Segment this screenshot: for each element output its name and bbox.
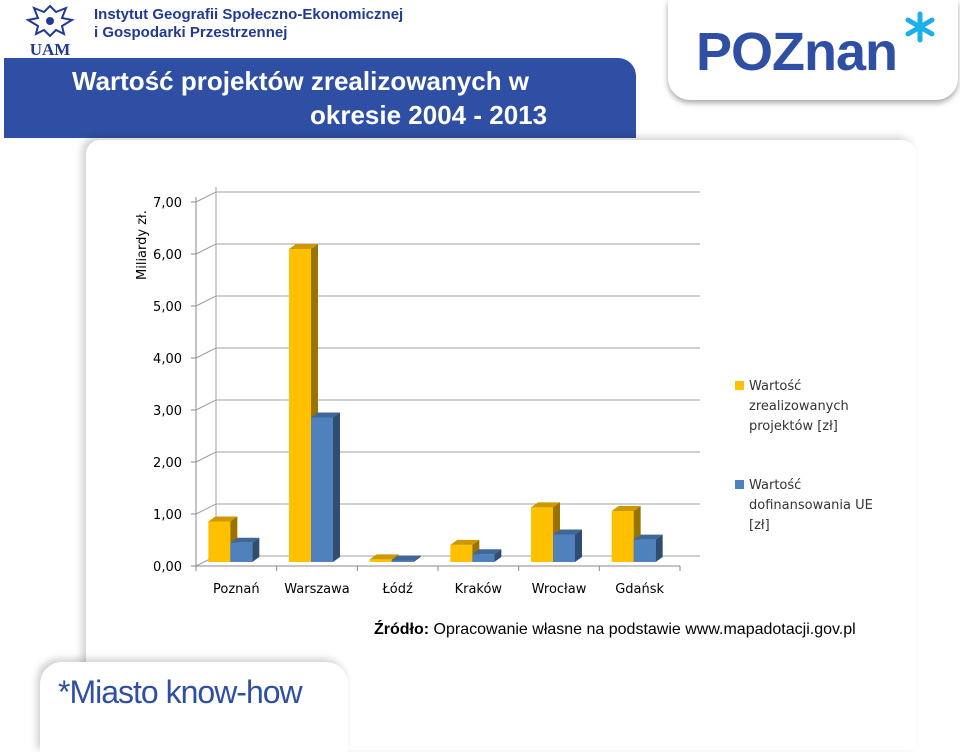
bar-top xyxy=(391,555,421,561)
bar-front xyxy=(531,507,553,562)
y-tick-label: 6,00 xyxy=(153,248,182,263)
institute-line-1: Instytut Geografii Społeczno-Ekonomiczne… xyxy=(94,6,404,23)
gridline-depth xyxy=(195,503,217,515)
uam-logo: UAM xyxy=(25,4,75,58)
bar-top xyxy=(553,529,582,535)
y-tick-label: 1,00 xyxy=(153,508,182,523)
gridline-depth xyxy=(195,191,217,203)
legend-label: Wartość xyxy=(749,478,801,493)
bar-top xyxy=(531,502,560,508)
gridline-depth xyxy=(195,243,217,255)
bar-top xyxy=(472,549,502,555)
y-tick-label: 5,00 xyxy=(153,300,182,315)
y-tick-label: 3,00 xyxy=(153,404,182,419)
bar-front xyxy=(369,559,392,562)
legend-label: [zł] xyxy=(749,518,770,533)
bar-front xyxy=(311,417,333,562)
title-banner xyxy=(4,58,636,138)
institute-line-2: i Gospodarki Przestrzennej xyxy=(94,24,288,41)
bar-side xyxy=(252,537,260,562)
legend-label: dofinansowania UE xyxy=(749,498,873,513)
bar-top xyxy=(611,506,641,512)
bar-front xyxy=(450,544,473,562)
gridline-depth xyxy=(195,451,217,463)
bar-side xyxy=(575,529,582,562)
source-text: Opracowanie własne na podstawie www.mapa… xyxy=(433,621,856,638)
y-tick-label: 7,00 xyxy=(153,196,182,211)
y-tick-label: 0,00 xyxy=(153,560,182,575)
y-tick-label: 2,00 xyxy=(153,456,182,471)
footer-panel xyxy=(40,662,348,752)
page-title-line-2: okresie 2004 - 2013 xyxy=(310,100,548,130)
bar-side xyxy=(494,549,502,562)
bar-eu-funding-5 xyxy=(553,529,582,562)
footer-slogan: *Miasto know-how xyxy=(58,674,303,710)
bar-front xyxy=(208,521,231,562)
bar-eu-funding-6 xyxy=(633,534,663,562)
y-axis-label: Miliardy zł. xyxy=(135,210,150,280)
bar-project-value-1 xyxy=(208,516,238,562)
bar-side xyxy=(413,555,421,562)
bar-eu-funding-4 xyxy=(472,549,502,562)
bar-side xyxy=(333,412,340,562)
bar-top xyxy=(289,243,318,249)
legend-label: Wartość xyxy=(749,379,801,394)
bar-top xyxy=(369,554,399,560)
x-tick-label: Wrocław xyxy=(532,582,587,597)
bar-front xyxy=(611,511,634,562)
legend-label: projektów [zł] xyxy=(749,419,838,434)
x-tick-label: Kraków xyxy=(455,582,503,597)
bar-front xyxy=(391,560,414,562)
bar-top xyxy=(230,537,260,543)
poznan-asterisk-icon xyxy=(905,11,935,43)
bar-project-value-6 xyxy=(611,506,641,562)
bar-front xyxy=(289,248,311,562)
bar-top xyxy=(208,516,238,522)
y-tick-label: 4,00 xyxy=(153,352,182,367)
bar-top xyxy=(450,539,480,545)
source-note: Źródło: Opracowanie własne na podstawie … xyxy=(374,621,856,639)
poznan-logo-panel: POZnan xyxy=(668,0,958,100)
bar-eu-funding-2 xyxy=(311,412,340,562)
legend-swatch xyxy=(735,480,744,489)
poznan-logo-text: POZnan xyxy=(696,22,897,82)
page-title-line-1: Wartość projektów zrealizowanych w xyxy=(72,66,530,96)
bar-front xyxy=(553,534,575,562)
gridline-depth xyxy=(195,399,217,411)
bar-eu-funding-3 xyxy=(391,555,421,562)
x-tick-label: Poznań xyxy=(213,582,260,597)
legend-item-2: Wartość dofinansowania UE [zł] xyxy=(735,478,873,533)
gridline-depth xyxy=(195,347,217,359)
institute-name: Instytut Geografii Społeczno-Ekonomiczne… xyxy=(94,6,403,42)
x-tick-label: Łódź xyxy=(381,582,413,597)
source-label: Źródło: xyxy=(374,621,430,638)
uam-logo-text: UAM xyxy=(30,40,71,58)
x-tick-label: Warszawa xyxy=(284,582,350,597)
chart-panel xyxy=(86,140,916,750)
bar-top xyxy=(633,534,663,540)
bar-front xyxy=(633,539,656,562)
poznan-logo: POZnan xyxy=(696,11,935,82)
legend-label: zrealizowanych xyxy=(749,399,849,414)
bar-side xyxy=(655,534,663,562)
bar-front xyxy=(472,554,495,562)
legend-item-1: Wartość zrealizowanych projektów [zł] xyxy=(735,379,849,434)
legend-swatch xyxy=(735,381,744,390)
bar-top xyxy=(311,412,340,418)
bar-eu-funding-1 xyxy=(230,537,260,562)
bar-front xyxy=(230,542,253,562)
gridline-depth xyxy=(195,295,217,307)
x-tick-label: Gdańsk xyxy=(615,582,664,597)
